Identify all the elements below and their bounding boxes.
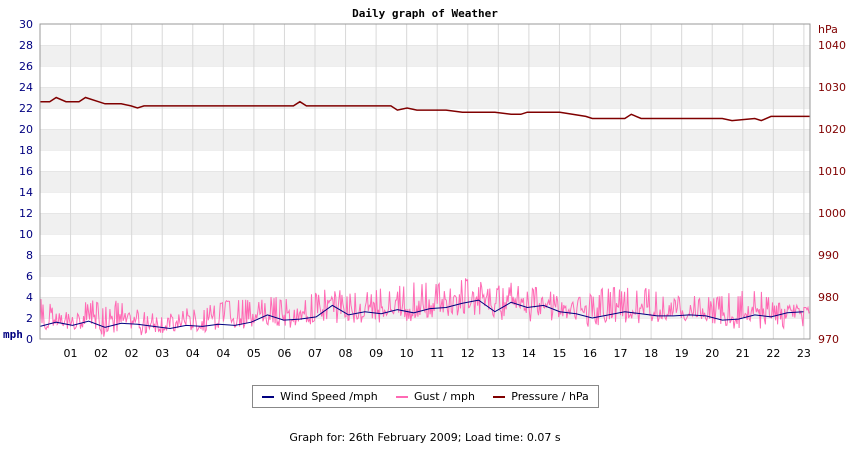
x-tick-label: 08 (339, 347, 353, 360)
series-layer (39, 96, 811, 337)
y-right-tick-label: 990 (818, 249, 839, 262)
legend: Wind Speed /mph Gust / mph Pressure / hP… (252, 385, 599, 408)
x-tick-label: 02 (125, 347, 139, 360)
x-tick-label: 22 (766, 347, 780, 360)
y-left-tick-label: 28 (19, 39, 33, 52)
grid-band (40, 108, 810, 129)
y-left-tick-label: 24 (19, 81, 33, 94)
legend-item-wind: Wind Speed /mph (262, 390, 378, 403)
x-tick-label: 17 (614, 347, 628, 360)
grid-band (40, 45, 810, 66)
x-tick-label: 06 (277, 347, 291, 360)
grid-band (40, 129, 810, 150)
x-tick-label: 05 (247, 347, 261, 360)
x-tick-label: 01 (64, 347, 78, 360)
y-right-tick-label: 970 (818, 333, 839, 346)
grid-band (40, 87, 810, 108)
y-right-tick-label: 980 (818, 291, 839, 304)
left-axis-unit: mph (3, 328, 23, 341)
y-left-tick-label: 30 (19, 18, 33, 31)
y-left-tick-label: 0 (26, 333, 33, 346)
x-tick-label: 10 (400, 347, 414, 360)
y-left-tick-label: 10 (19, 228, 33, 241)
footer-info: Graph for: 26th February 2009; Load time… (289, 431, 561, 444)
wind-swatch (262, 395, 275, 398)
y-right-tick-label: 1000 (818, 207, 846, 220)
pressure-swatch (493, 395, 506, 398)
y-left-tick-label: 20 (19, 123, 33, 136)
x-tick-label: 15 (552, 347, 566, 360)
chart-title: Daily graph of Weather (352, 7, 498, 20)
gust-swatch (396, 395, 409, 398)
y-left-tick-label: 2 (26, 312, 33, 325)
y-left-tick-label: 4 (26, 291, 33, 304)
wind-speed-line (39, 299, 804, 330)
pressure-line (40, 96, 810, 122)
right-axis-ticks: 970 980 990 1000 1010 1020 1030 1040 (818, 39, 846, 346)
x-tick-label: 19 (675, 347, 689, 360)
legend-label-wind: Wind Speed /mph (280, 390, 378, 403)
y-left-tick-label: 14 (19, 186, 33, 199)
x-tick-label: 04 (216, 347, 230, 360)
x-tick-label: 21 (736, 347, 750, 360)
grid-band (40, 255, 810, 276)
legend-label-pressure: Pressure / hPa (511, 390, 589, 403)
x-tick-label: 09 (369, 347, 383, 360)
x-tick-label: 23 (797, 347, 811, 360)
y-right-tick-label: 1040 (818, 39, 846, 52)
x-axis-ticks: 01 02 02 03 04 04 05 06 07 08 09 10 11 12 13 14 15 16 17 18… (64, 347, 811, 360)
legend-item-gust: Gust / mph (396, 390, 475, 403)
x-tick-label: 13 (491, 347, 505, 360)
x-tick-label: 11 (430, 347, 444, 360)
y-left-tick-label: 12 (19, 207, 33, 220)
y-left-tick-label: 8 (26, 249, 33, 262)
legend-label-gust: Gust / mph (414, 390, 475, 403)
grid-band (40, 192, 810, 213)
x-tick-label: 14 (522, 347, 536, 360)
x-tick-label: 04 (186, 347, 200, 360)
y-right-tick-label: 1030 (818, 81, 846, 94)
grid-band (40, 276, 810, 297)
weather-chart: Daily graph of Weather 02468101214161820… (3, 7, 846, 360)
right-axis-unit: hPa (818, 23, 838, 36)
grid-band (40, 318, 810, 339)
vertical-gridlines (70, 24, 805, 339)
grid-band (40, 66, 810, 87)
x-tick-label: 12 (461, 347, 475, 360)
y-right-tick-label: 1010 (818, 165, 846, 178)
grid-band (40, 24, 810, 45)
y-left-tick-label: 18 (19, 144, 33, 157)
plot-border (39, 23, 811, 340)
y-left-tick-label: 26 (19, 60, 33, 73)
x-tick-label: 07 (308, 347, 322, 360)
grid-band (40, 234, 810, 255)
y-right-tick-label: 1020 (818, 123, 846, 136)
grid-band (40, 150, 810, 171)
y-left-tick-label: 22 (19, 102, 33, 115)
y-left-tick-label: 6 (26, 270, 33, 283)
legend-item-pressure: Pressure / hPa (493, 390, 589, 403)
grid-bands (40, 23, 810, 339)
x-tick-label: 02 (94, 347, 108, 360)
x-tick-label: 20 (705, 347, 719, 360)
grid-band (40, 213, 810, 234)
x-tick-label: 18 (644, 347, 658, 360)
x-tick-label: 16 (583, 347, 597, 360)
y-left-tick-label: 16 (19, 165, 33, 178)
grid-band (40, 171, 810, 192)
x-tick-label: 03 (155, 347, 169, 360)
